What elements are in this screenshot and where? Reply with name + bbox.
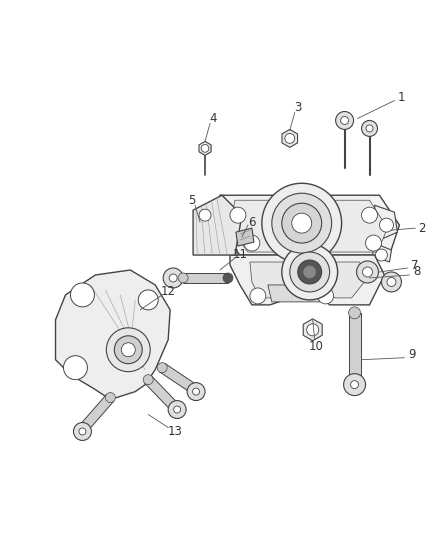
Polygon shape <box>236 228 254 246</box>
Circle shape <box>178 273 188 283</box>
Text: 11: 11 <box>233 247 247 261</box>
Circle shape <box>363 267 372 277</box>
Circle shape <box>187 383 205 401</box>
Circle shape <box>304 266 316 278</box>
Text: 9: 9 <box>409 348 416 361</box>
Circle shape <box>349 307 360 319</box>
Circle shape <box>250 288 266 304</box>
Circle shape <box>114 336 142 364</box>
Circle shape <box>282 203 321 243</box>
Circle shape <box>79 428 86 435</box>
Text: 7: 7 <box>411 259 418 271</box>
Circle shape <box>163 268 183 288</box>
Circle shape <box>193 388 200 395</box>
Text: 6: 6 <box>248 216 256 229</box>
Circle shape <box>282 244 338 300</box>
Circle shape <box>357 261 378 283</box>
Text: 10: 10 <box>308 340 323 353</box>
Circle shape <box>106 393 115 402</box>
Circle shape <box>168 401 186 418</box>
Circle shape <box>223 273 233 283</box>
Circle shape <box>292 213 312 233</box>
Text: 1: 1 <box>398 91 405 104</box>
Circle shape <box>379 218 393 232</box>
Circle shape <box>64 356 88 379</box>
Circle shape <box>387 278 396 286</box>
Circle shape <box>318 288 334 304</box>
Polygon shape <box>374 205 397 240</box>
Text: 5: 5 <box>188 193 196 207</box>
Circle shape <box>336 111 353 130</box>
Circle shape <box>230 207 246 223</box>
Circle shape <box>307 324 319 336</box>
Circle shape <box>71 283 95 307</box>
Polygon shape <box>230 200 388 252</box>
Circle shape <box>106 328 150 372</box>
Circle shape <box>199 209 211 221</box>
Polygon shape <box>268 285 320 302</box>
Polygon shape <box>230 255 385 305</box>
Circle shape <box>375 249 388 261</box>
Polygon shape <box>79 394 114 433</box>
Circle shape <box>366 235 381 251</box>
Circle shape <box>201 144 209 152</box>
Polygon shape <box>56 270 170 400</box>
Circle shape <box>381 272 401 292</box>
Circle shape <box>157 362 167 373</box>
Circle shape <box>173 406 180 413</box>
Circle shape <box>285 133 295 143</box>
Text: 3: 3 <box>294 101 301 114</box>
Circle shape <box>190 385 200 394</box>
Circle shape <box>361 120 378 136</box>
Circle shape <box>366 125 373 132</box>
Circle shape <box>341 117 349 124</box>
Polygon shape <box>145 376 179 411</box>
Polygon shape <box>193 195 242 255</box>
Polygon shape <box>372 243 392 262</box>
Circle shape <box>143 375 153 385</box>
Circle shape <box>244 235 260 251</box>
Polygon shape <box>282 130 297 148</box>
Text: 13: 13 <box>168 425 183 438</box>
Polygon shape <box>303 319 322 341</box>
Text: 8: 8 <box>413 265 421 278</box>
Polygon shape <box>250 262 367 298</box>
Circle shape <box>74 423 92 440</box>
Polygon shape <box>349 313 360 387</box>
Circle shape <box>169 274 177 282</box>
Circle shape <box>138 290 158 310</box>
Polygon shape <box>159 364 198 394</box>
Text: 4: 4 <box>209 112 217 125</box>
Text: 2: 2 <box>419 222 426 235</box>
Circle shape <box>343 374 366 395</box>
Circle shape <box>350 381 359 389</box>
Circle shape <box>170 402 180 413</box>
Circle shape <box>361 207 378 223</box>
Circle shape <box>121 343 135 357</box>
Circle shape <box>78 424 88 434</box>
Polygon shape <box>215 195 399 255</box>
Circle shape <box>272 193 332 253</box>
Polygon shape <box>183 273 228 283</box>
Circle shape <box>290 252 330 292</box>
Circle shape <box>262 183 342 263</box>
Text: 12: 12 <box>161 285 176 298</box>
Polygon shape <box>199 141 211 155</box>
Circle shape <box>298 260 321 284</box>
